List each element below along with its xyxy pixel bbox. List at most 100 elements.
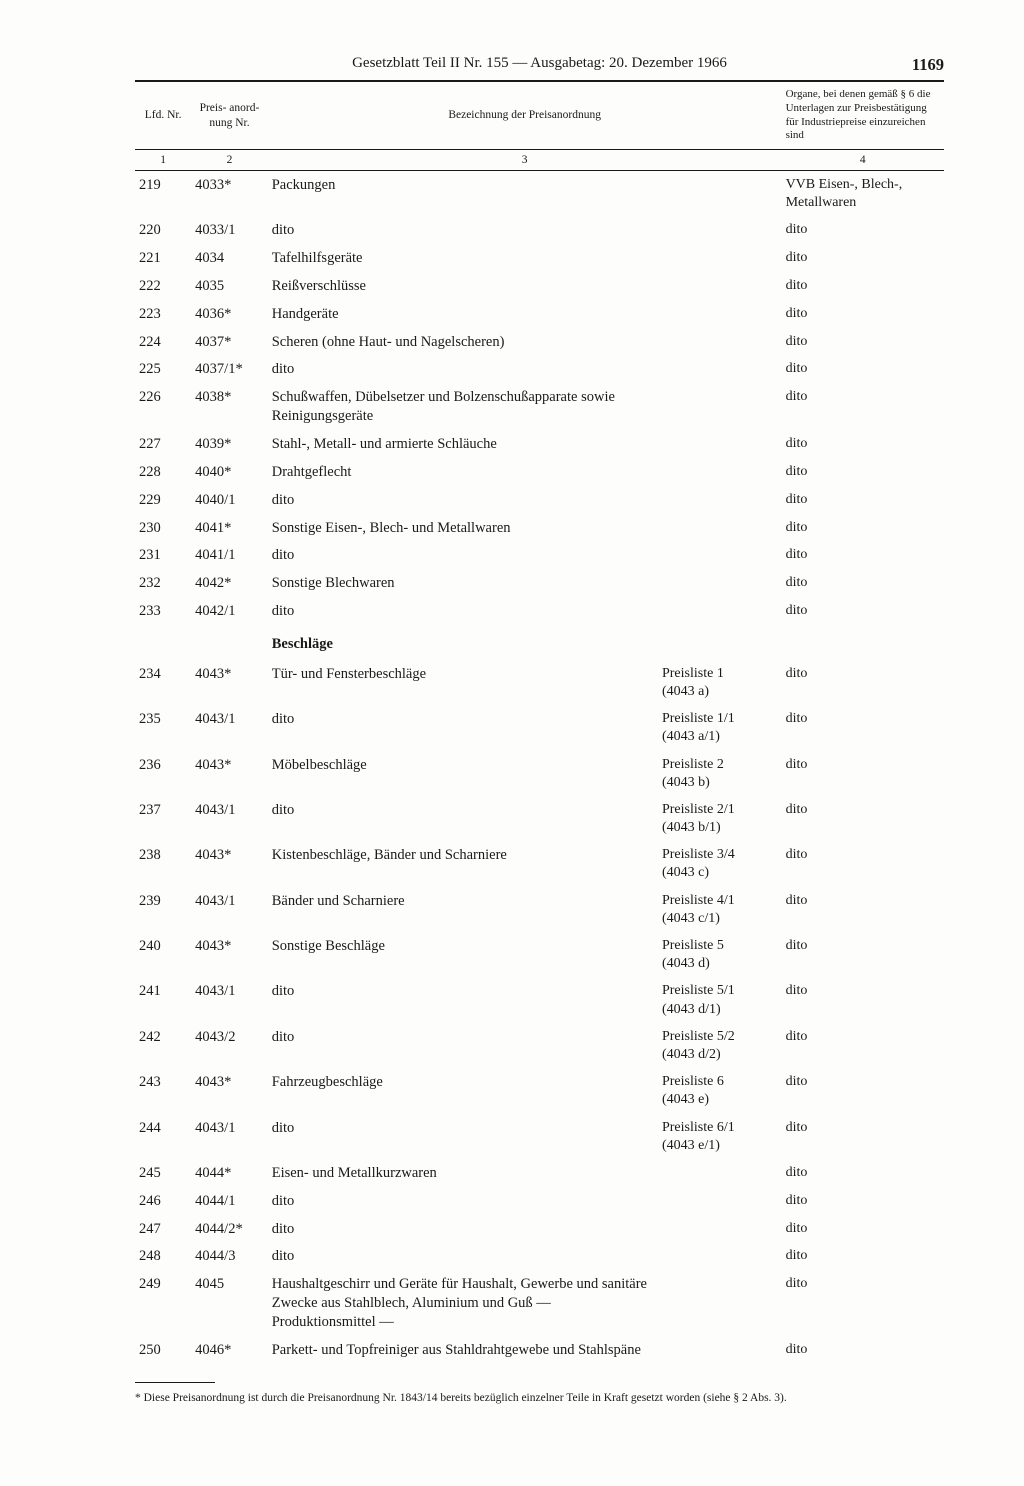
cell-lfd: 223 <box>135 300 191 328</box>
cell-organ: dito <box>782 486 944 514</box>
cell-bezeichnung: dito <box>268 598 658 626</box>
col-num-2: 2 <box>191 150 268 171</box>
cell-preis-nr: 4044* <box>191 1159 268 1187</box>
table-row: 2274039*Stahl-, Metall- und armierte Sch… <box>135 431 944 459</box>
cell-organ: dito <box>782 514 944 542</box>
cell-organ: dito <box>782 1215 944 1243</box>
cell-preis-nr: 4034 <box>191 245 268 273</box>
cell-lfd: 249 <box>135 1271 191 1337</box>
table-row: Beschläge <box>135 625 944 660</box>
table-row: 2264038*Schußwaffen, Dübelsetzer und Bol… <box>135 384 944 431</box>
table-row: 2254037/1*ditodito <box>135 356 944 384</box>
cell-bezeichnung: Handgeräte <box>268 300 658 328</box>
cell-lfd: 228 <box>135 458 191 486</box>
cell-bezeichnung: Parkett- und Topfreiniger aus Stahldraht… <box>268 1336 658 1364</box>
cell-organ: dito <box>782 272 944 300</box>
table-row: 2204033/1ditodito <box>135 217 944 245</box>
cell-preis-nr: 4043* <box>191 751 268 796</box>
cell-lfd: 220 <box>135 217 191 245</box>
cell-bezeichnung: Drahtgeflecht <box>268 458 658 486</box>
cell-preis-nr: 4043* <box>191 1069 268 1114</box>
table-row: 2294040/1ditodito <box>135 486 944 514</box>
cell-lfd: 224 <box>135 328 191 356</box>
table-row: 2434043*FahrzeugbeschlägePreisliste 6(40… <box>135 1069 944 1114</box>
cell-preis-nr: 4033/1 <box>191 217 268 245</box>
cell-lfd: 229 <box>135 486 191 514</box>
cell-preisliste <box>658 1271 782 1337</box>
cell-lfd: 243 <box>135 1069 191 1114</box>
table-row: 2394043/1Bänder und ScharnierePreisliste… <box>135 887 944 932</box>
cell-preis-nr: 4035 <box>191 272 268 300</box>
table-row: 2424043/2ditoPreisliste 5/2(4043 d/2)dit… <box>135 1023 944 1068</box>
cell-lfd: 227 <box>135 431 191 459</box>
cell-preisliste: Preisliste 6/1(4043 e/1) <box>658 1114 782 1159</box>
cell-preis-nr: 4042/1 <box>191 598 268 626</box>
cell-preis-nr: 4043* <box>191 933 268 978</box>
col-header-bez: Bezeichnung der Preisanordnung <box>268 82 782 150</box>
cell-preisliste: Preisliste 5/1(4043 d/1) <box>658 978 782 1023</box>
cell-bezeichnung: Tür- und Fensterbeschläge <box>268 660 658 705</box>
cell-bezeichnung: dito <box>268 1215 658 1243</box>
col-num-3: 3 <box>268 150 782 171</box>
cell-organ: dito <box>782 660 944 705</box>
cell-bezeichnung: dito <box>268 1023 658 1068</box>
table-row: 2284040*Drahtgeflechtdito <box>135 458 944 486</box>
cell-bezeichnung: Sonstige Eisen-, Blech- und Metallwaren <box>268 514 658 542</box>
cell-bezeichnung: Kistenbeschläge, Bänder und Scharniere <box>268 842 658 887</box>
cell-organ: dito <box>782 356 944 384</box>
cell-preisliste <box>658 356 782 384</box>
cell-lfd: 221 <box>135 245 191 273</box>
cell-organ: dito <box>782 384 944 431</box>
cell-preis-nr: 4043/1 <box>191 796 268 841</box>
cell-preisliste: Preisliste 3/4(4043 c) <box>658 842 782 887</box>
cell-preisliste <box>658 245 782 273</box>
cell-preisliste <box>658 1215 782 1243</box>
cell-organ: dito <box>782 887 944 932</box>
cell-lfd: 225 <box>135 356 191 384</box>
cell-preis-nr: 4044/1 <box>191 1187 268 1215</box>
cell-lfd: 245 <box>135 1159 191 1187</box>
cell-preisliste <box>658 328 782 356</box>
table-row: 2364043*MöbelbeschlägePreisliste 2(4043 … <box>135 751 944 796</box>
cell-preisliste <box>658 542 782 570</box>
cell-lfd: 238 <box>135 842 191 887</box>
cell-preisliste: Preisliste 5/2(4043 d/2) <box>658 1023 782 1068</box>
cell-preisliste <box>658 431 782 459</box>
cell-lfd: 240 <box>135 933 191 978</box>
col-header-preis: Preis- anord- nung Nr. <box>191 82 268 150</box>
cell-lfd: 231 <box>135 542 191 570</box>
cell-organ: VVB Eisen-, Blech-, Metallwaren <box>782 171 944 217</box>
cell-preisliste <box>658 486 782 514</box>
cell-preis-nr: 4036* <box>191 300 268 328</box>
table-row: 2344043*Tür- und FensterbeschlägePreisli… <box>135 660 944 705</box>
cell-bezeichnung: Eisen- und Metallkurzwaren <box>268 1159 658 1187</box>
cell-organ: dito <box>782 1271 944 1337</box>
table-row: 2354043/1ditoPreisliste 1/1(4043 a/1)dit… <box>135 706 944 751</box>
cell-lfd: 242 <box>135 1023 191 1068</box>
page-number: 1169 <box>912 55 944 75</box>
cell-organ: dito <box>782 1069 944 1114</box>
cell-organ: dito <box>782 933 944 978</box>
table-row: 2454044*Eisen- und Metallkurzwarendito <box>135 1159 944 1187</box>
cell-bezeichnung: Haushaltgeschirr und Geräte für Haushalt… <box>268 1271 658 1337</box>
cell-preis-nr: 4046* <box>191 1336 268 1364</box>
cell-preisliste: Preisliste 2/1(4043 b/1) <box>658 796 782 841</box>
cell-preis-nr: 4039* <box>191 431 268 459</box>
cell-organ: dito <box>782 300 944 328</box>
cell-lfd: 237 <box>135 796 191 841</box>
cell-bezeichnung: Sonstige Beschläge <box>268 933 658 978</box>
col-header-org: Organe, bei denen gemäß § 6 die Unterlag… <box>782 82 944 150</box>
table-row: 2384043*Kistenbeschläge, Bänder und Scha… <box>135 842 944 887</box>
table-row: 2374043/1ditoPreisliste 2/1(4043 b/1)dit… <box>135 796 944 841</box>
cell-organ: dito <box>782 542 944 570</box>
cell-preis-nr: 4040* <box>191 458 268 486</box>
price-ordinance-table: Lfd. Nr. Preis- anord- nung Nr. Bezeichn… <box>135 81 944 1364</box>
cell-preisliste: Preisliste 1(4043 a) <box>658 660 782 705</box>
cell-bezeichnung: dito <box>268 1187 658 1215</box>
table-row: 2334042/1ditodito <box>135 598 944 626</box>
cell-lfd: 235 <box>135 706 191 751</box>
cell-preisliste <box>658 1187 782 1215</box>
cell-lfd: 250 <box>135 1336 191 1364</box>
cell-preisliste <box>658 1243 782 1271</box>
header-title: Gesetzblatt Teil II Nr. 155 — Ausgabetag… <box>352 55 727 71</box>
